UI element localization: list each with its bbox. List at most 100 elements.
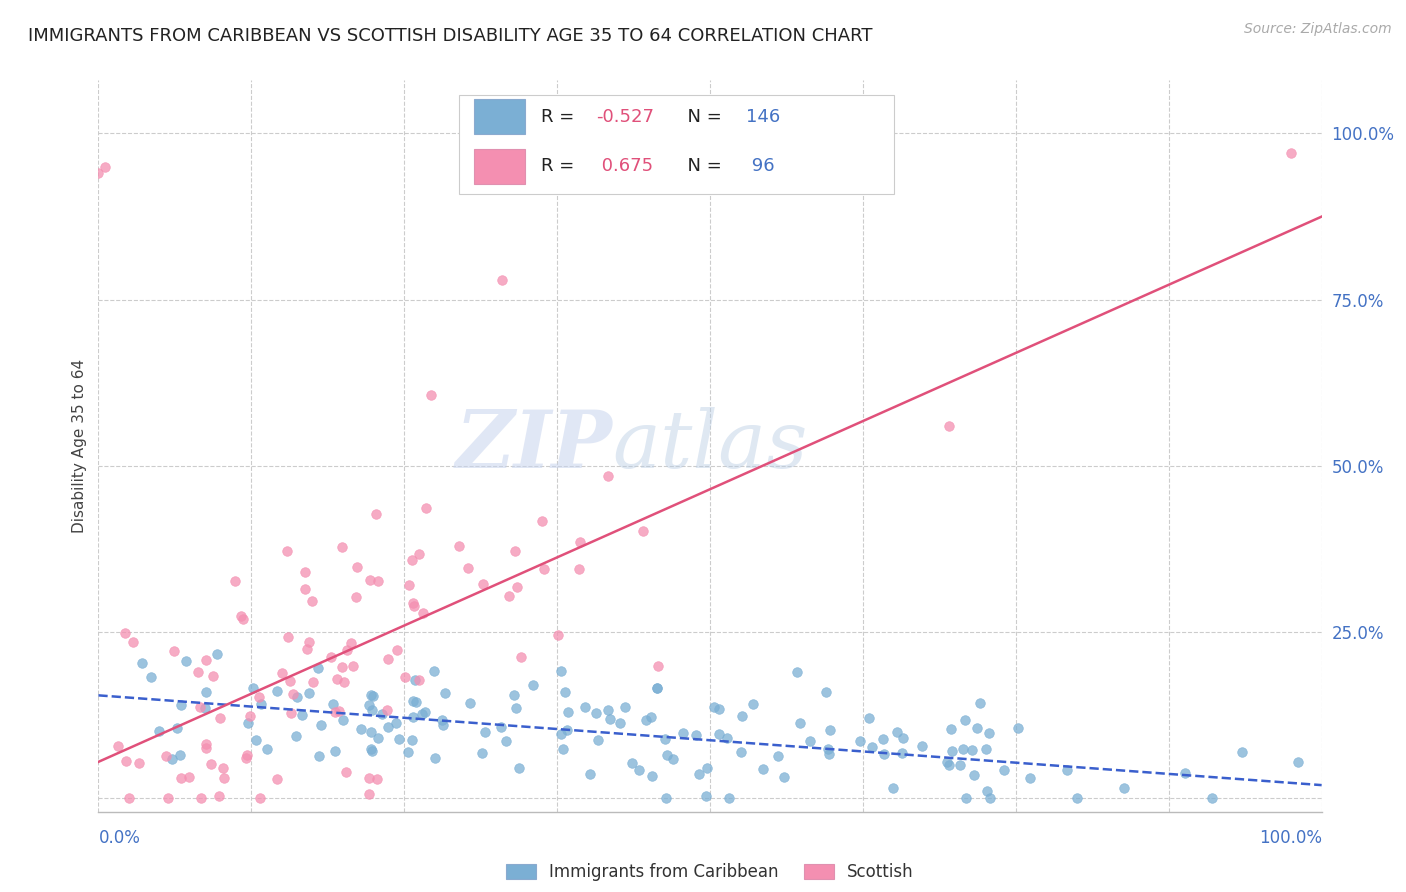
Point — [402, 709, 425, 723]
Point — [256, 742, 278, 756]
Point — [613, 700, 636, 714]
Point — [533, 561, 555, 575]
Point — [860, 739, 883, 754]
Point — [401, 732, 423, 747]
Point — [411, 707, 433, 722]
Point — [118, 791, 141, 805]
Point — [554, 684, 576, 698]
Point — [953, 713, 976, 727]
Point — [703, 699, 725, 714]
Point — [423, 751, 446, 765]
Point — [766, 749, 789, 764]
Point — [332, 713, 354, 727]
Point — [361, 689, 384, 703]
Point — [640, 710, 662, 724]
Point — [938, 419, 960, 434]
Point — [979, 726, 1001, 740]
Point — [291, 707, 314, 722]
Point — [621, 756, 644, 770]
Point — [627, 764, 650, 778]
Point — [938, 757, 960, 772]
Point — [1112, 781, 1135, 796]
Point — [415, 500, 437, 515]
Text: atlas: atlas — [612, 408, 807, 484]
Point — [242, 681, 264, 695]
Point — [412, 606, 434, 620]
Text: 100.0%: 100.0% — [1258, 829, 1322, 847]
Point — [471, 577, 494, 591]
Point — [491, 273, 513, 287]
Point — [685, 728, 707, 742]
Point — [176, 654, 198, 668]
Point — [716, 731, 738, 746]
Point — [239, 709, 262, 723]
Point — [385, 642, 408, 657]
Point — [309, 718, 332, 732]
Point — [209, 711, 232, 725]
Point — [224, 574, 246, 589]
Point — [430, 713, 453, 727]
Point — [786, 665, 808, 679]
Point — [434, 685, 457, 699]
Point — [211, 761, 233, 775]
Text: R =: R = — [541, 157, 586, 175]
Point — [470, 746, 492, 760]
Point — [647, 658, 669, 673]
Point — [285, 729, 308, 743]
Point — [555, 723, 578, 738]
Point — [200, 756, 222, 771]
Point — [672, 726, 695, 740]
Point — [335, 765, 357, 780]
Point — [890, 746, 912, 760]
Point — [1286, 756, 1309, 770]
Point — [509, 650, 531, 665]
Point — [974, 742, 997, 756]
Point — [163, 644, 186, 658]
Point — [202, 669, 225, 683]
Point — [547, 627, 569, 641]
Point — [742, 698, 765, 712]
Point — [270, 666, 292, 681]
Point — [569, 535, 592, 549]
Point — [557, 706, 579, 720]
Point — [190, 791, 212, 805]
Point — [328, 704, 350, 718]
Point — [578, 766, 600, 780]
Point — [330, 540, 353, 554]
Point — [662, 752, 685, 766]
Point — [654, 732, 676, 747]
Point — [935, 755, 957, 769]
Point — [398, 577, 420, 591]
Point — [911, 739, 934, 753]
Point — [298, 686, 321, 700]
Point — [107, 739, 129, 754]
Point — [166, 721, 188, 735]
Point — [236, 715, 259, 730]
Point — [640, 768, 662, 782]
Point — [377, 720, 399, 734]
Point — [1174, 765, 1197, 780]
Point — [599, 712, 621, 726]
Point — [169, 747, 191, 762]
Point — [325, 744, 347, 758]
Point — [506, 580, 529, 594]
Point — [882, 780, 904, 795]
Point — [503, 688, 526, 702]
Point — [631, 524, 654, 538]
Point — [1201, 790, 1223, 805]
Point — [598, 469, 620, 483]
Point — [302, 674, 325, 689]
Point — [360, 725, 382, 739]
Point — [359, 573, 381, 587]
Point — [187, 665, 209, 679]
Point — [93, 160, 115, 174]
Point — [574, 700, 596, 714]
Point — [340, 636, 363, 650]
Point — [848, 734, 870, 748]
Point — [364, 507, 387, 521]
Text: ZIP: ZIP — [456, 408, 612, 484]
Point — [420, 388, 443, 402]
Point — [522, 678, 544, 692]
Point — [232, 611, 254, 625]
Point — [432, 717, 454, 731]
